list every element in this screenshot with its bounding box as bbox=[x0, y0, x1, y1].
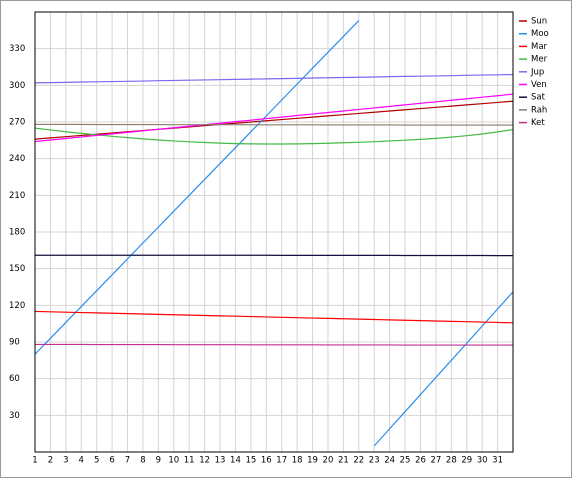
y-tick-label: 330 bbox=[9, 44, 25, 54]
x-tick-label: 24 bbox=[384, 456, 395, 466]
series-line bbox=[35, 123, 513, 126]
x-tick-label: 28 bbox=[446, 456, 457, 466]
x-tick-label: 13 bbox=[215, 456, 226, 466]
y-tick-label: 300 bbox=[9, 81, 25, 91]
legend-label: Sat bbox=[531, 93, 546, 103]
legend-label: Rah bbox=[531, 105, 547, 115]
plot bbox=[35, 20, 513, 447]
x-tick-label: 7 bbox=[125, 456, 130, 466]
series-line bbox=[35, 310, 513, 324]
legend-label: Ket bbox=[531, 118, 545, 128]
x-tick-label: 14 bbox=[230, 456, 241, 466]
x-tick-label: 9 bbox=[156, 456, 161, 466]
x-tick-label: 20 bbox=[323, 456, 334, 466]
y-tick-label: 120 bbox=[9, 301, 25, 311]
y-tick-label: 270 bbox=[9, 118, 25, 128]
legend-label: Jup bbox=[530, 67, 544, 77]
series-line bbox=[35, 93, 513, 143]
x-tick-label: 17 bbox=[276, 456, 287, 466]
x-tick-label: 23 bbox=[369, 456, 380, 466]
x-tick-label: 22 bbox=[353, 456, 364, 466]
y-tick-label: 180 bbox=[9, 228, 25, 238]
x-tick-label: 12 bbox=[199, 456, 210, 466]
x-tick-label: 10 bbox=[168, 456, 179, 466]
x-tick-label: 18 bbox=[292, 456, 303, 466]
series-line bbox=[35, 343, 513, 346]
x-tick-label: 4 bbox=[79, 456, 84, 466]
y-tick-label: 60 bbox=[9, 374, 20, 384]
x-tick-label: 11 bbox=[184, 456, 195, 466]
x-tick-label: 8 bbox=[140, 456, 145, 466]
x-tick-label: 29 bbox=[461, 456, 472, 466]
legend-label: Ven bbox=[531, 80, 547, 90]
x-tick-label: 3 bbox=[63, 456, 68, 466]
legend-label: Moo bbox=[531, 29, 549, 39]
x-tick-label: 5 bbox=[94, 456, 99, 466]
series-line bbox=[373, 291, 513, 447]
series-line bbox=[35, 100, 513, 140]
legend-label: Mar bbox=[531, 42, 548, 52]
x-tick-label: 16 bbox=[261, 456, 272, 466]
x-tick-label: 26 bbox=[415, 456, 426, 466]
legend-label: Sun bbox=[531, 17, 547, 27]
x-tick-label: 21 bbox=[338, 456, 349, 466]
x-tick-label: 2 bbox=[48, 456, 53, 466]
series-line bbox=[35, 127, 513, 145]
y-tick-label: 210 bbox=[9, 191, 25, 201]
x-tick-label: 1 bbox=[32, 456, 37, 466]
series-line bbox=[35, 20, 360, 355]
y-tick-label: 90 bbox=[9, 338, 20, 348]
y-tick-label: 240 bbox=[9, 154, 25, 164]
x-tick-label: 27 bbox=[430, 456, 441, 466]
x-tick-label: 31 bbox=[492, 456, 503, 466]
x-tick-label: 30 bbox=[477, 456, 488, 466]
legend-label: Mer bbox=[531, 55, 548, 65]
series-line bbox=[35, 73, 513, 84]
x-tick-label: 15 bbox=[245, 456, 256, 466]
x-tick-label: 25 bbox=[400, 456, 411, 466]
plot-border bbox=[34, 11, 514, 453]
y-tick-label: 30 bbox=[9, 411, 20, 421]
y-tick-label: 150 bbox=[9, 264, 25, 274]
x-tick-label: 6 bbox=[109, 456, 114, 466]
x-tick-label: 19 bbox=[307, 456, 318, 466]
